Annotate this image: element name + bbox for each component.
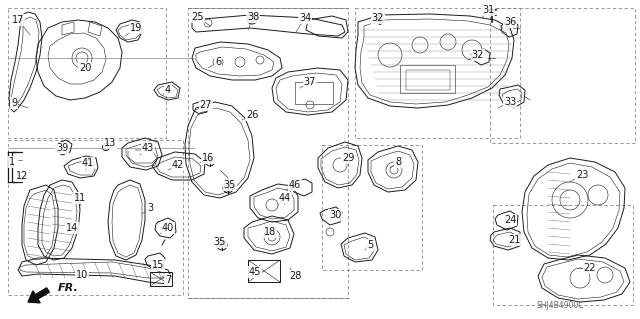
Text: 19: 19: [130, 23, 142, 33]
Text: 21: 21: [508, 235, 520, 245]
Text: 34: 34: [299, 13, 311, 23]
Bar: [248, 260, 280, 282]
Text: 20: 20: [79, 63, 91, 73]
Text: 27: 27: [200, 100, 212, 110]
Text: 32: 32: [372, 13, 384, 23]
Text: 40: 40: [162, 223, 174, 233]
Bar: [295, 82, 333, 104]
Text: 46: 46: [289, 180, 301, 190]
Text: 28: 28: [289, 271, 301, 281]
Text: 12: 12: [16, 171, 28, 181]
Text: 11: 11: [74, 193, 86, 203]
Text: 24: 24: [504, 215, 516, 225]
Text: 8: 8: [395, 157, 401, 167]
Text: 23: 23: [576, 170, 588, 180]
Text: 45: 45: [249, 267, 261, 277]
Text: 32: 32: [472, 50, 484, 60]
Text: 13: 13: [104, 138, 116, 148]
Text: 5: 5: [367, 240, 373, 250]
Text: SHJ4B4900C: SHJ4B4900C: [536, 301, 584, 310]
Text: 15: 15: [152, 260, 164, 270]
Text: 1: 1: [9, 157, 15, 167]
Text: 38: 38: [247, 12, 259, 22]
Text: 14: 14: [66, 223, 78, 233]
Text: 35: 35: [224, 180, 236, 190]
Text: 30: 30: [329, 210, 341, 220]
FancyArrow shape: [28, 288, 49, 303]
Bar: [322, 145, 422, 270]
Bar: [355, 8, 520, 138]
Bar: [150, 272, 172, 286]
Text: 22: 22: [584, 263, 596, 273]
Bar: [8, 140, 183, 295]
Text: 26: 26: [246, 110, 258, 120]
Bar: [406, 70, 450, 90]
Text: 33: 33: [504, 97, 516, 107]
Bar: [188, 8, 348, 298]
Text: 43: 43: [142, 143, 154, 153]
Bar: [490, 8, 635, 143]
Text: 36: 36: [504, 17, 516, 27]
Text: 42: 42: [172, 160, 184, 170]
Text: 6: 6: [215, 57, 221, 67]
Text: 37: 37: [304, 77, 316, 87]
Text: 4: 4: [165, 85, 171, 95]
Text: 31: 31: [482, 5, 494, 15]
Text: 41: 41: [82, 158, 94, 168]
Text: 39: 39: [56, 143, 68, 153]
Text: 35: 35: [214, 237, 226, 247]
Text: FR.: FR.: [58, 283, 79, 293]
Text: 16: 16: [202, 153, 214, 163]
Bar: [400, 65, 455, 93]
Text: 3: 3: [147, 203, 153, 213]
Text: 10: 10: [76, 270, 88, 280]
Text: 18: 18: [264, 227, 276, 237]
Text: 7: 7: [165, 275, 171, 285]
Text: 17: 17: [12, 15, 24, 25]
Bar: [493, 205, 633, 305]
Text: 44: 44: [279, 193, 291, 203]
Text: 9: 9: [11, 98, 17, 108]
Text: 25: 25: [192, 12, 204, 22]
Text: 29: 29: [342, 153, 354, 163]
Bar: [8, 8, 166, 138]
